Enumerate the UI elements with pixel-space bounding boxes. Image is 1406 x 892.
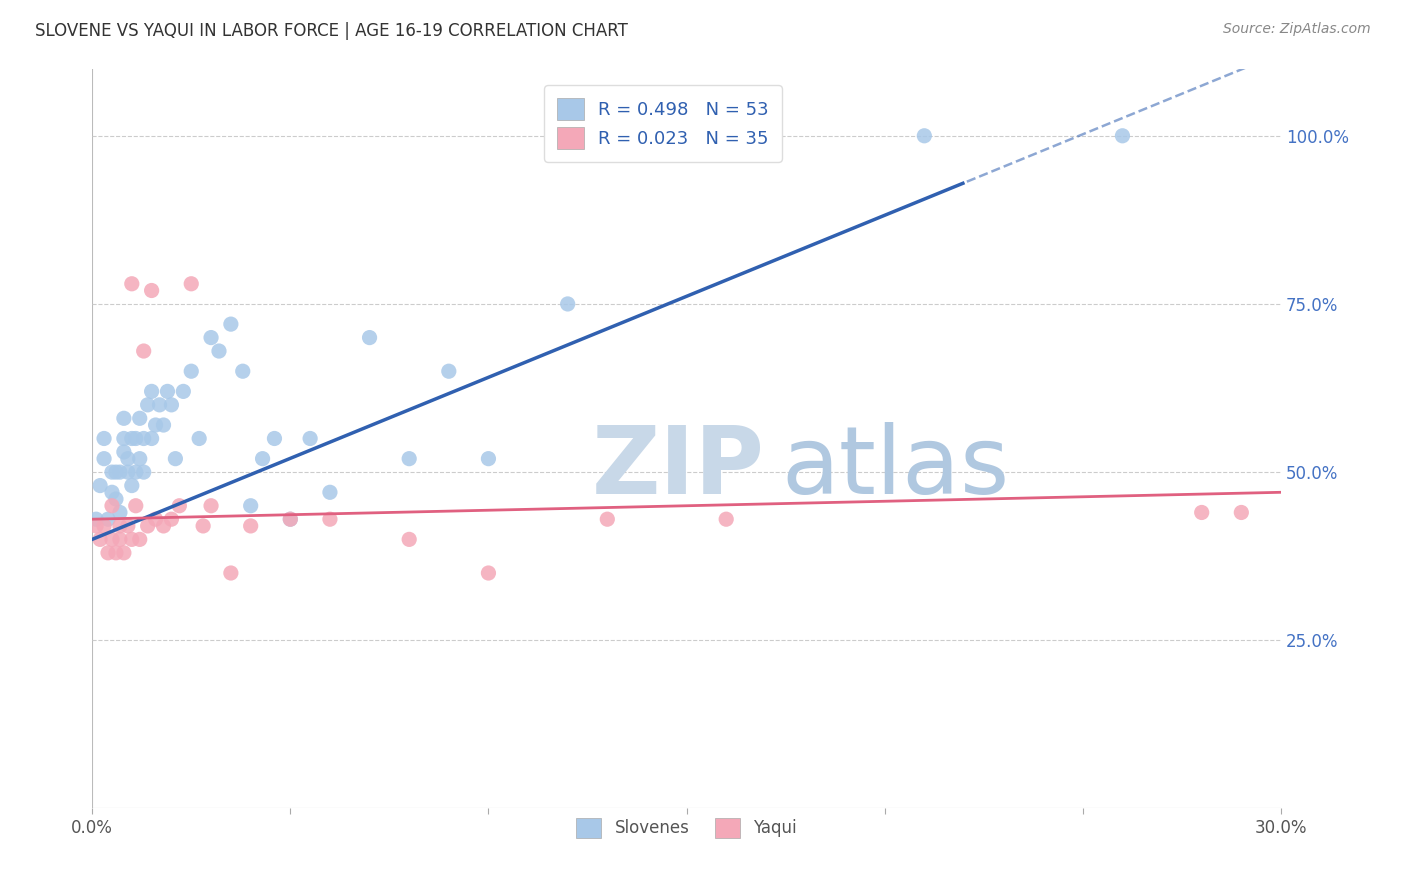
Point	[1191, 506, 1213, 520]
Point	[128, 533, 150, 547]
Point	[152, 519, 174, 533]
Text: ZIP: ZIP	[592, 422, 765, 514]
Text: Source: ZipAtlas.com: Source: ZipAtlas.com	[1223, 22, 1371, 37]
Point	[596, 512, 619, 526]
Point	[219, 566, 242, 580]
Point	[152, 417, 174, 432]
Point	[278, 512, 301, 526]
Point	[97, 546, 120, 560]
Point	[101, 485, 124, 500]
Point	[93, 519, 115, 533]
Point	[319, 485, 342, 500]
Point	[169, 499, 191, 513]
Point	[93, 432, 115, 446]
Point	[89, 478, 111, 492]
Point	[398, 451, 420, 466]
Point	[112, 546, 135, 560]
Point	[84, 512, 107, 526]
Text: atlas: atlas	[782, 422, 1010, 514]
Point	[117, 465, 139, 479]
Legend: Slovenes, Yaqui: Slovenes, Yaqui	[569, 811, 803, 845]
Point	[132, 432, 155, 446]
Point	[112, 411, 135, 425]
Point	[97, 512, 120, 526]
Point	[101, 499, 124, 513]
Point	[191, 519, 214, 533]
Point	[112, 432, 135, 446]
Point	[239, 499, 262, 513]
Point	[557, 297, 579, 311]
Point	[145, 512, 167, 526]
Point	[104, 491, 127, 506]
Point	[160, 512, 183, 526]
Point	[117, 519, 139, 533]
Point	[200, 499, 222, 513]
Point	[132, 465, 155, 479]
Point	[128, 451, 150, 466]
Point	[263, 432, 285, 446]
Point	[239, 519, 262, 533]
Point	[359, 330, 381, 344]
Point	[180, 277, 202, 291]
Point	[104, 465, 127, 479]
Point	[252, 451, 274, 466]
Point	[117, 451, 139, 466]
Point	[208, 344, 231, 359]
Point	[89, 533, 111, 547]
Point	[477, 451, 499, 466]
Point	[188, 432, 211, 446]
Point	[165, 451, 187, 466]
Point	[141, 384, 163, 399]
Point	[299, 432, 322, 446]
Point	[136, 398, 159, 412]
Point	[278, 512, 301, 526]
Point	[141, 284, 163, 298]
Point	[101, 533, 124, 547]
Point	[108, 533, 131, 547]
Point	[125, 432, 148, 446]
Point	[121, 277, 143, 291]
Point	[180, 364, 202, 378]
Point	[200, 330, 222, 344]
Point	[132, 344, 155, 359]
Point	[160, 398, 183, 412]
Point	[319, 512, 342, 526]
Point	[93, 451, 115, 466]
Point	[108, 519, 131, 533]
Point	[125, 465, 148, 479]
Point	[104, 546, 127, 560]
Point	[232, 364, 254, 378]
Point	[219, 317, 242, 331]
Point	[398, 533, 420, 547]
Point	[145, 417, 167, 432]
Point	[172, 384, 194, 399]
Point	[84, 519, 107, 533]
Point	[101, 465, 124, 479]
Point	[125, 499, 148, 513]
Point	[1111, 128, 1133, 143]
Point	[437, 364, 460, 378]
Point	[108, 465, 131, 479]
Point	[112, 445, 135, 459]
Point	[1230, 506, 1253, 520]
Text: SLOVENE VS YAQUI IN LABOR FORCE | AGE 16-19 CORRELATION CHART: SLOVENE VS YAQUI IN LABOR FORCE | AGE 16…	[35, 22, 628, 40]
Point	[477, 566, 499, 580]
Point	[128, 411, 150, 425]
Point	[121, 432, 143, 446]
Point	[108, 506, 131, 520]
Point	[156, 384, 179, 399]
Point	[912, 128, 935, 143]
Point	[141, 432, 163, 446]
Point	[121, 533, 143, 547]
Point	[121, 478, 143, 492]
Point	[136, 519, 159, 533]
Point	[148, 398, 170, 412]
Point	[714, 512, 737, 526]
